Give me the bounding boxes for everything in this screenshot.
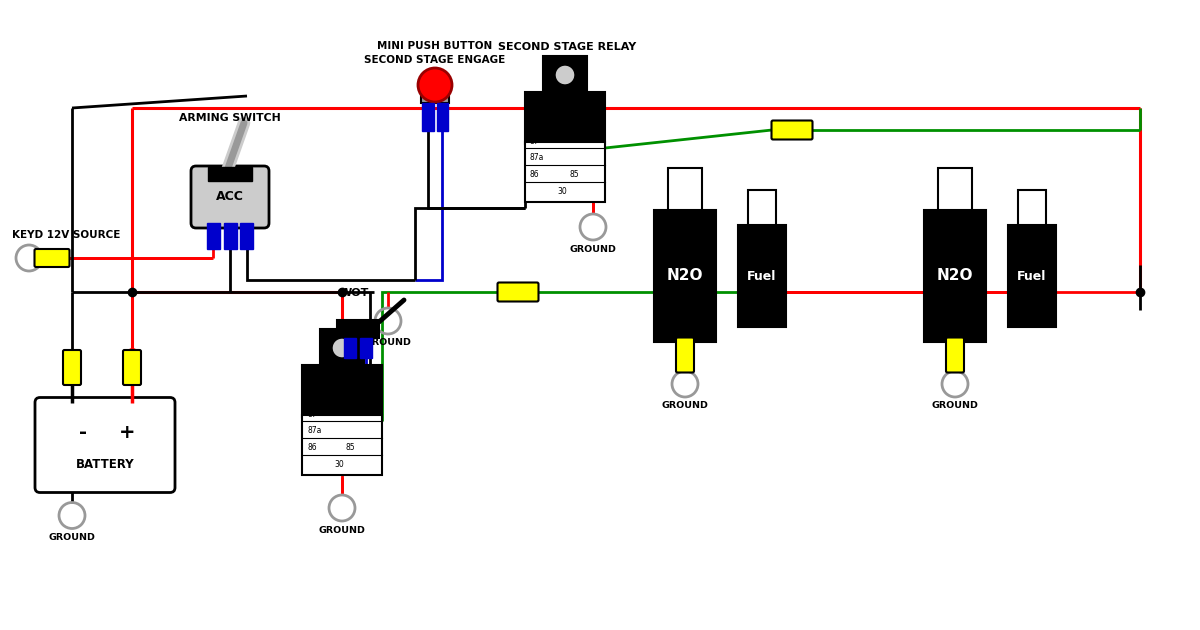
Bar bbox=[302, 365, 382, 417]
FancyBboxPatch shape bbox=[191, 166, 269, 228]
Bar bbox=[654, 210, 716, 342]
Bar bbox=[208, 167, 252, 181]
Bar bbox=[544, 56, 587, 94]
Text: 85: 85 bbox=[346, 443, 355, 452]
Bar bbox=[206, 223, 220, 249]
Text: -: - bbox=[79, 423, 88, 442]
FancyBboxPatch shape bbox=[64, 350, 82, 385]
Text: ACC: ACC bbox=[216, 190, 244, 203]
Text: GROUND: GROUND bbox=[931, 401, 978, 410]
Text: GROUND: GROUND bbox=[570, 245, 617, 254]
Text: Fuel: Fuel bbox=[748, 270, 776, 282]
Text: SECOND STAGE ENGAGE: SECOND STAGE ENGAGE bbox=[365, 55, 505, 65]
Bar bbox=[526, 142, 605, 202]
Bar bbox=[938, 168, 972, 210]
Text: RELAY: RELAY bbox=[323, 350, 361, 360]
Text: 86: 86 bbox=[307, 443, 317, 452]
Text: N2O: N2O bbox=[667, 268, 703, 284]
Text: Fuel: Fuel bbox=[1018, 270, 1046, 282]
Bar bbox=[748, 190, 776, 225]
Text: 85: 85 bbox=[569, 170, 578, 179]
Text: 30: 30 bbox=[334, 460, 343, 469]
Bar bbox=[421, 83, 449, 103]
Text: GROUND: GROUND bbox=[661, 401, 708, 410]
Text: 30: 30 bbox=[557, 187, 566, 196]
FancyBboxPatch shape bbox=[676, 338, 694, 372]
Bar bbox=[240, 223, 253, 249]
Text: +: + bbox=[119, 423, 136, 442]
Text: GROUND: GROUND bbox=[365, 338, 412, 347]
Bar bbox=[344, 338, 356, 358]
Bar bbox=[223, 223, 236, 249]
Text: N2O: N2O bbox=[937, 268, 973, 284]
Text: 86: 86 bbox=[530, 170, 540, 179]
FancyBboxPatch shape bbox=[35, 398, 175, 493]
Text: ARMING SWITCH: ARMING SWITCH bbox=[179, 113, 281, 123]
Bar bbox=[668, 168, 702, 210]
Bar bbox=[437, 103, 448, 131]
Text: 87: 87 bbox=[307, 410, 317, 419]
Bar bbox=[320, 329, 364, 367]
Bar bbox=[526, 92, 605, 144]
Bar bbox=[1018, 190, 1046, 225]
Text: BATTERY: BATTERY bbox=[76, 459, 134, 471]
Bar bbox=[337, 320, 379, 338]
Bar bbox=[422, 103, 433, 131]
Bar bbox=[924, 210, 986, 342]
Bar bbox=[1008, 225, 1056, 327]
Text: 87a: 87a bbox=[530, 153, 545, 162]
FancyBboxPatch shape bbox=[498, 282, 539, 302]
FancyBboxPatch shape bbox=[124, 350, 142, 385]
Bar bbox=[360, 338, 372, 358]
Text: SECOND STAGE RELAY: SECOND STAGE RELAY bbox=[498, 42, 636, 52]
Circle shape bbox=[418, 68, 452, 102]
Text: GROUND: GROUND bbox=[48, 532, 96, 542]
Text: WOT: WOT bbox=[340, 288, 368, 298]
Text: 87a: 87a bbox=[307, 426, 322, 435]
Circle shape bbox=[554, 65, 575, 85]
Text: GROUND: GROUND bbox=[318, 526, 366, 535]
Text: 87: 87 bbox=[530, 137, 540, 146]
Text: MINI PUSH BUTTON: MINI PUSH BUTTON bbox=[377, 41, 493, 51]
FancyBboxPatch shape bbox=[772, 120, 812, 139]
Circle shape bbox=[332, 338, 352, 358]
FancyBboxPatch shape bbox=[946, 338, 964, 372]
Bar bbox=[302, 415, 382, 475]
Text: KEYD 12V SOURCE: KEYD 12V SOURCE bbox=[12, 230, 120, 240]
Bar bbox=[738, 225, 786, 327]
FancyBboxPatch shape bbox=[35, 249, 70, 267]
